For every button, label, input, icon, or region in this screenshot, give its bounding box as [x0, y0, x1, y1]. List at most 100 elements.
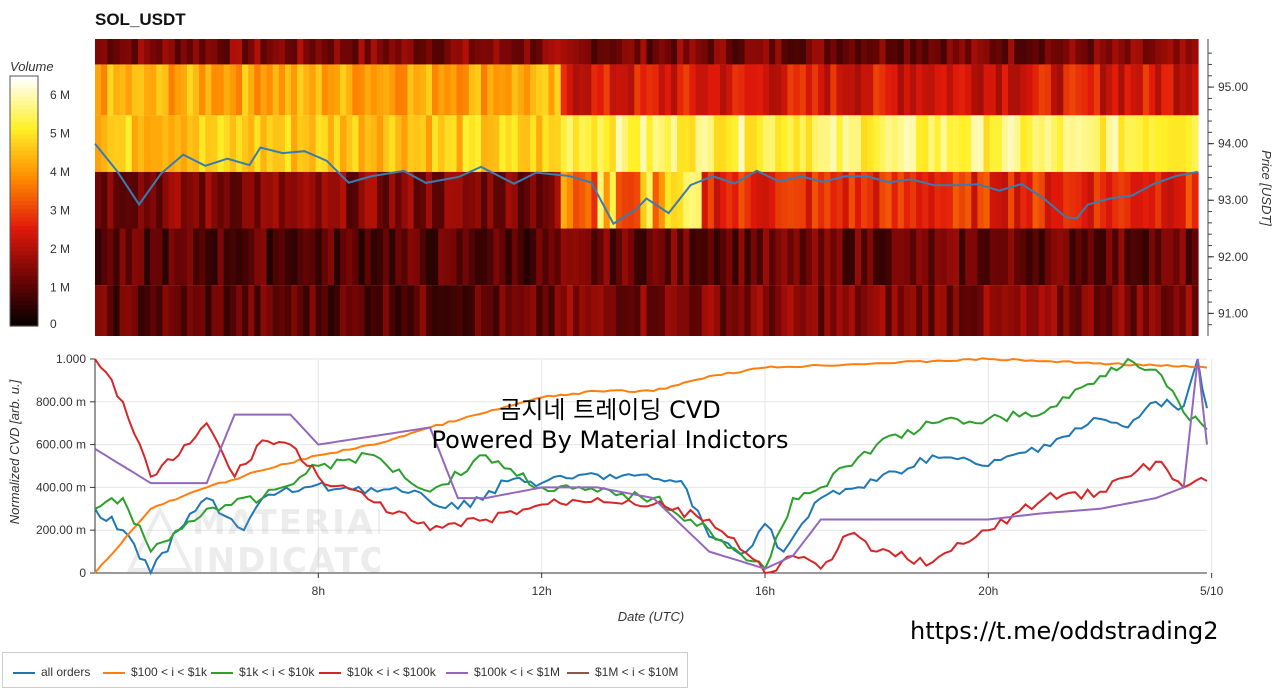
legend-swatch: [103, 671, 125, 674]
heatmap-cell: [762, 64, 770, 116]
heatmap-cell: [333, 39, 341, 65]
heatmap-cell: [493, 171, 501, 229]
heatmap-cell: [946, 64, 954, 116]
heatmap-cell: [523, 171, 531, 229]
heatmap-cell: [321, 39, 329, 65]
price-tick-label: 93.00: [1218, 193, 1248, 207]
heatmap-cell: [266, 64, 274, 116]
heatmap-cell: [419, 285, 427, 336]
heatmap-cell: [781, 115, 789, 172]
heatmap-cell: [769, 285, 776, 336]
heatmap-cell: [468, 115, 476, 172]
heatmap-cell: [1155, 228, 1162, 286]
heatmap-cell: [1106, 228, 1113, 286]
heatmap-cell: [137, 228, 145, 286]
heatmap-cell: [677, 285, 684, 336]
heatmap-cell: [211, 39, 219, 65]
heatmap-cell: [254, 64, 262, 116]
heatmap-cell: [468, 228, 476, 286]
heatmap-cell: [903, 171, 911, 229]
heatmap-cell: [1069, 64, 1077, 116]
heatmap-cell: [591, 285, 599, 336]
heatmap-cell: [1179, 115, 1187, 172]
heatmap-cell: [413, 171, 421, 229]
heatmap-cell: [701, 228, 709, 286]
heatmap-cell: [860, 285, 868, 336]
heatmap-cell: [340, 285, 347, 336]
legend-item-1m-10m[interactable]: $1M < i < $10M: [567, 665, 678, 679]
heatmap-cell: [750, 39, 758, 65]
legend-item-1k-10k[interactable]: $1k < i < $10k: [211, 665, 314, 679]
heatmap-cell: [235, 285, 243, 336]
heatmap-cell: [585, 285, 592, 336]
heatmap-cell: [756, 64, 764, 116]
heatmap-cell: [456, 228, 464, 286]
heatmap-cell: [848, 228, 856, 286]
heatmap-cell: [597, 115, 605, 172]
colorbar-segment: [10, 263, 38, 269]
heatmap-cell: [891, 39, 899, 65]
heatmap-cell: [701, 64, 709, 116]
heatmap-cell: [1161, 64, 1168, 116]
heatmap-cell: [842, 39, 850, 65]
heatmap-cell: [125, 285, 133, 336]
heatmap-cell: [242, 39, 249, 65]
heatmap-cell: [217, 64, 225, 116]
heatmap-cell: [971, 115, 978, 172]
heatmap-cell: [358, 115, 366, 172]
legend-item-10k-100k[interactable]: $10k < i < $100k: [319, 665, 436, 679]
heatmap-cell: [389, 171, 396, 229]
heatmap-cell: [572, 64, 580, 116]
heatmap-cell: [707, 39, 715, 65]
heatmap-cell: [401, 64, 409, 116]
heatmap-cell: [560, 115, 568, 172]
heatmap-cell: [732, 228, 740, 286]
heatmap-cell: [229, 115, 237, 172]
heatmap-cell: [1148, 39, 1156, 65]
heatmap-cell: [370, 285, 378, 336]
heatmap-cell: [395, 115, 402, 172]
heatmap-cell: [560, 39, 568, 65]
heatmap-cell: [462, 171, 470, 229]
heatmap-cell: [297, 285, 304, 336]
heatmap-cell: [1087, 115, 1095, 172]
heatmap-cell: [805, 285, 813, 336]
heatmap-cell: [401, 115, 409, 172]
colorbar-segment: [10, 130, 38, 135]
heatmap-cell: [597, 39, 605, 65]
heatmap-cell: [229, 64, 237, 116]
heatmap-cell: [462, 285, 470, 336]
heatmap-cell: [750, 115, 758, 172]
colorbar-segment: [10, 288, 38, 294]
heatmap-cell: [995, 285, 1003, 336]
heatmap-cell: [775, 285, 782, 336]
heatmap-cell: [321, 171, 329, 229]
heatmap-cell: [523, 39, 531, 65]
heatmap-cell: [762, 285, 770, 336]
colorbar: 0 1 M 2 M 3 M 4 M 5 M 6 M Volume: [9, 59, 70, 331]
heatmap-cell: [769, 64, 776, 116]
heatmap-cell: [646, 39, 654, 65]
legend-item-100-1k[interactable]: $100 < i < $1k: [103, 665, 207, 679]
heatmap-cell: [493, 228, 501, 286]
heatmap-cell: [664, 115, 672, 172]
heatmap-cell: [1069, 285, 1077, 336]
telegram-link[interactable]: https://t.me/oddstrading2: [910, 617, 1219, 645]
heatmap-cell: [321, 115, 329, 172]
legend-item-100k-1m[interactable]: $100k < i < $1M: [446, 665, 560, 679]
heatmap-cell: [303, 171, 311, 229]
heatmap-cell: [554, 39, 562, 65]
heatmap-cell: [156, 115, 164, 172]
heatmap-cell: [940, 39, 948, 65]
heatmap-cell: [1020, 64, 1028, 116]
heatmap-cell: [677, 228, 684, 286]
heatmap-cell: [260, 171, 268, 229]
heatmap-cell: [793, 171, 801, 229]
colorbar-segment: [10, 284, 38, 290]
heatmap-cell: [799, 228, 807, 286]
heatmap-cell: [842, 228, 850, 286]
heatmap-cell: [903, 64, 911, 116]
heatmap-cell: [762, 171, 770, 229]
heatmap-cell: [1069, 171, 1077, 229]
legend-item-all-orders[interactable]: all orders: [13, 665, 90, 679]
